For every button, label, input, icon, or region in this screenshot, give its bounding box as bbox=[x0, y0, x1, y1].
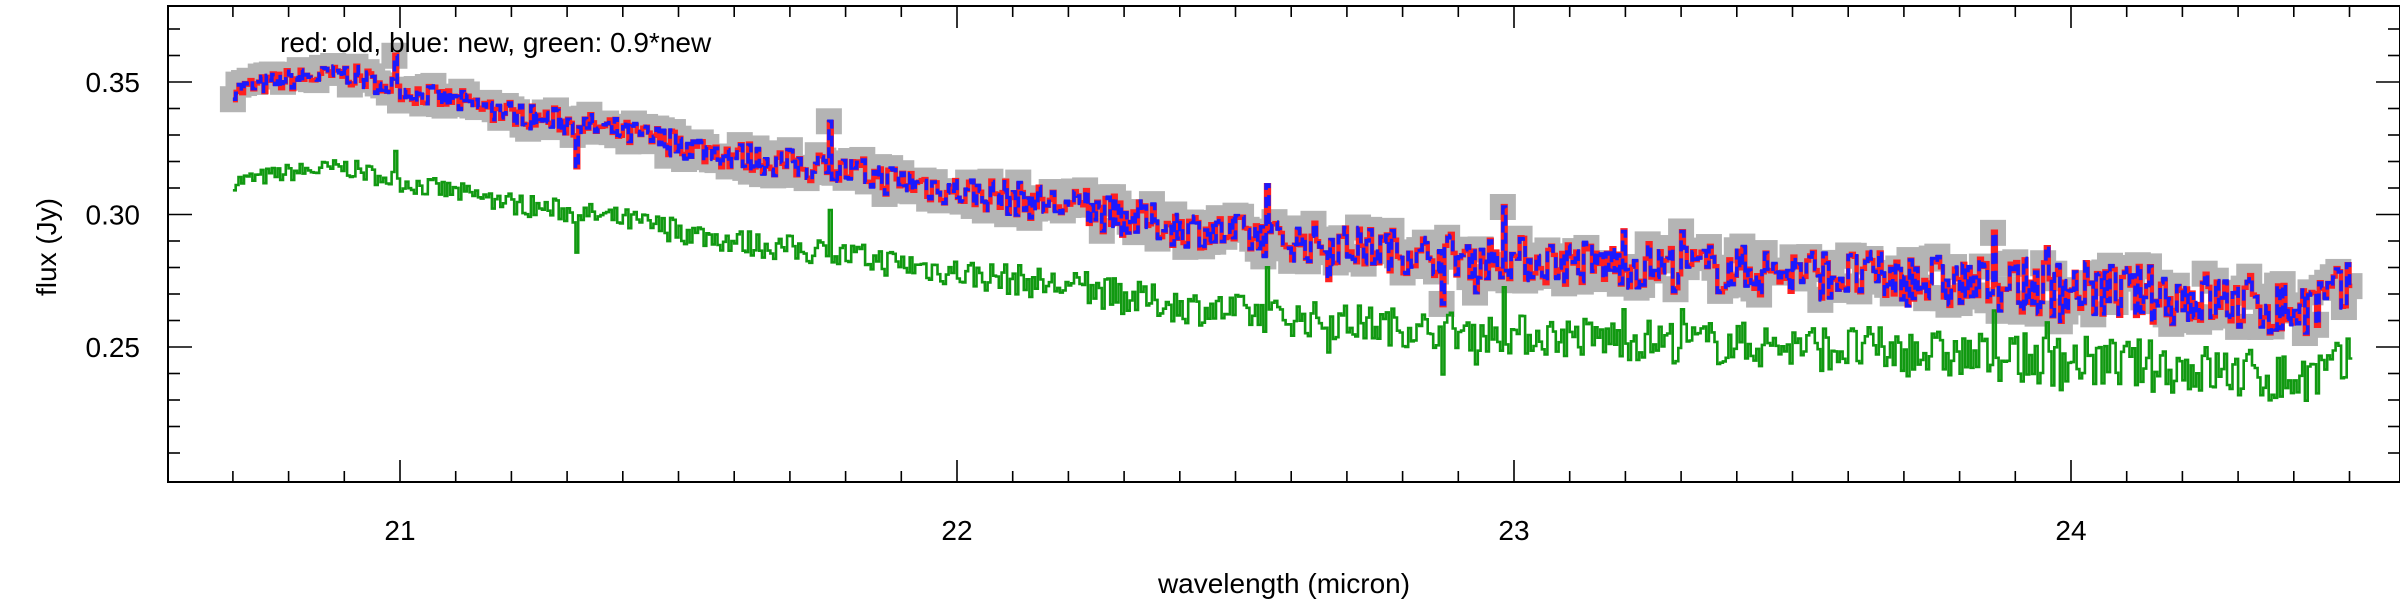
y-axis-ticks: 0.25 0.30 0.35 bbox=[86, 28, 2400, 454]
y-tick-label: 0.25 bbox=[86, 332, 141, 363]
y-tick-label: 0.30 bbox=[86, 200, 141, 231]
series-line-scaled bbox=[232, 149, 2353, 402]
legend-annotation: red: old, blue: new, green: 0.9*new bbox=[280, 27, 712, 58]
plot-frame bbox=[167, 5, 2400, 483]
x-tick-label: 24 bbox=[2055, 515, 2086, 546]
x-tick-label: 21 bbox=[384, 515, 415, 546]
y-tick-label: 0.35 bbox=[86, 67, 141, 98]
series-line-new bbox=[232, 54, 2353, 335]
x-tick-label: 22 bbox=[941, 515, 972, 546]
y-axis-label: flux (Jy) bbox=[31, 198, 62, 296]
x-axis-ticks: 21 22 23 24 bbox=[232, 6, 2351, 546]
x-tick-label: 23 bbox=[1498, 515, 1529, 546]
x-axis-label: wavelength (micron) bbox=[1157, 568, 1410, 599]
